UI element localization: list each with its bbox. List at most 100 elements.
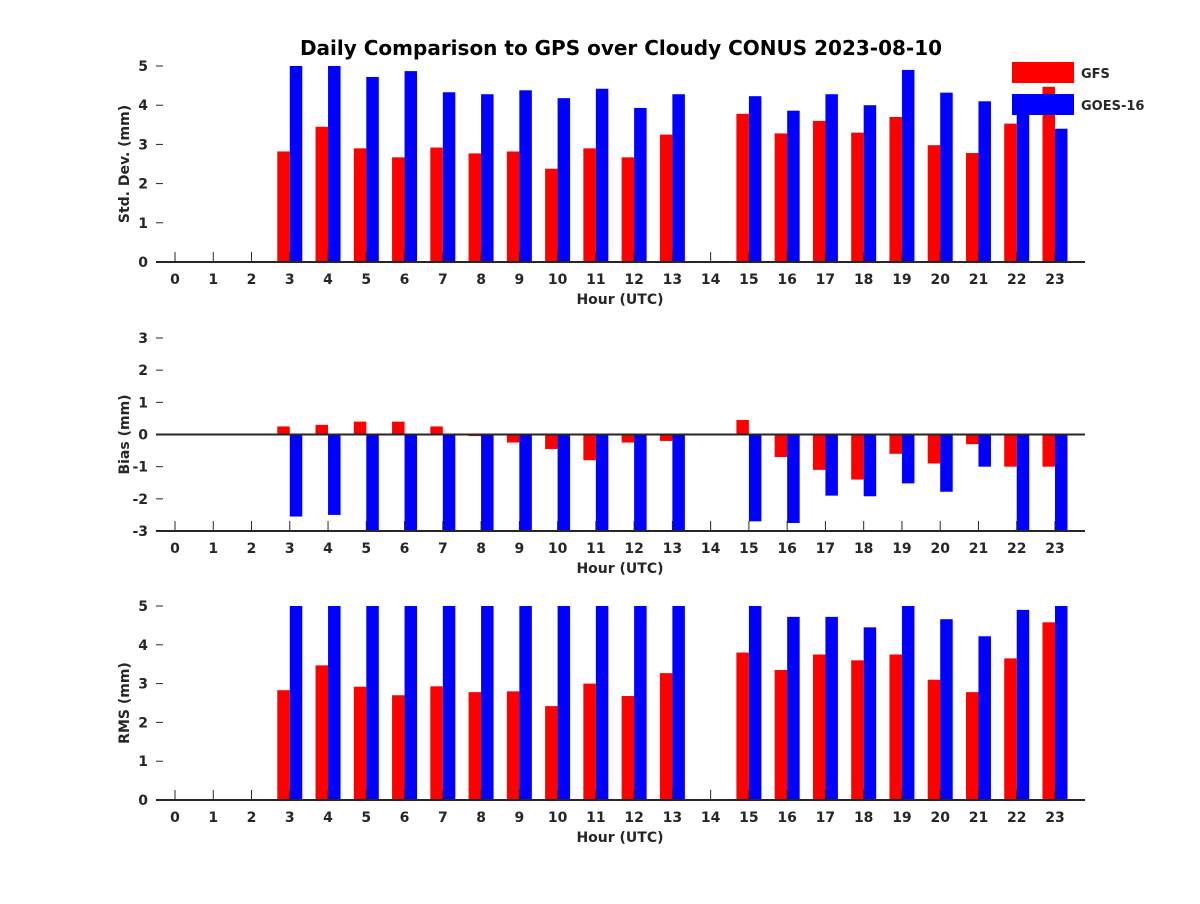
y-tick-label: -1 (132, 460, 148, 476)
bar-gfs-hour-10 (545, 168, 558, 262)
bar-goes-16-hour-12 (634, 107, 647, 262)
bar-goes-16-hour-23 (1054, 434, 1068, 531)
bar-gfs-hour-13 (659, 434, 673, 441)
bar-gfs-hour-4 (315, 126, 329, 262)
x-tick-label: 1 (208, 272, 218, 288)
bar-gfs-hour-7 (430, 147, 443, 262)
y-tick-label: 5 (138, 599, 148, 615)
bar-gfs-hour-7 (430, 426, 443, 435)
bar-gfs-hour-11 (583, 148, 596, 262)
bar-gfs-hour-6 (392, 421, 405, 435)
x-tick-label: 11 (586, 272, 605, 288)
bar-gfs-hour-22 (1004, 434, 1017, 467)
bar-goes-16-hour-6 (404, 606, 418, 800)
bar-gfs-hour-4 (315, 665, 329, 800)
y-tick-label: 3 (138, 331, 148, 347)
bar-goes-16-hour-15 (748, 606, 762, 800)
bar-goes-16-hour-16 (787, 110, 800, 262)
bar-goes-16-hour-8 (481, 94, 494, 262)
bar-gfs-hour-21 (965, 434, 979, 445)
x-tick-label: 15 (739, 541, 758, 557)
bar-goes-16-hour-5 (366, 434, 379, 531)
x-tick-label: 6 (400, 272, 410, 288)
bar-goes-16-hour-21 (978, 101, 991, 262)
x-tick-label: 16 (777, 810, 796, 826)
x-tick-label: 10 (548, 810, 568, 826)
x-tick-label: 18 (854, 810, 873, 826)
bar-gfs-hour-12 (621, 434, 635, 443)
bar-goes-16-hour-20 (940, 434, 953, 492)
x-tick-label: 20 (930, 272, 950, 288)
x-tick-label: 6 (400, 541, 410, 557)
x-tick-label: 4 (323, 541, 333, 557)
x-tick-label: 3 (285, 541, 295, 557)
bar-gfs-hour-15 (736, 652, 749, 800)
bar-gfs-hour-9 (506, 691, 520, 800)
bar-goes-16-hour-22 (1016, 609, 1030, 800)
bar-gfs-hour-5 (353, 148, 367, 262)
bar-goes-16-hour-21 (978, 434, 991, 467)
x-tick-label: 5 (361, 272, 371, 288)
bar-goes-16-hour-11 (595, 606, 609, 800)
x-tick-label: 23 (1045, 810, 1064, 826)
y-axis-label: Std. Dev. (mm) (117, 105, 133, 223)
bar-gfs-hour-5 (353, 421, 367, 435)
bar-goes-16-hour-3 (289, 606, 303, 800)
bar-gfs-hour-13 (659, 673, 673, 800)
y-tick-label: 2 (138, 715, 148, 731)
x-tick-label: 6 (400, 810, 410, 826)
x-tick-label: 0 (170, 272, 180, 288)
x-tick-label: 8 (476, 272, 486, 288)
bar-goes-16-hour-11 (595, 88, 609, 263)
bar-goes-16-hour-10 (557, 606, 571, 800)
legend: GFS GOES-16 (1012, 62, 1144, 115)
legend-swatch-goes-16 (1012, 94, 1074, 115)
x-tick-label: 16 (777, 541, 796, 557)
x-tick-label: 1 (208, 541, 218, 557)
x-tick-label: 18 (854, 541, 873, 557)
bar-goes-16-hour-3 (289, 66, 303, 262)
bar-gfs-hour-6 (392, 157, 405, 262)
y-tick-label: 3 (138, 137, 148, 153)
x-tick-label: 2 (247, 810, 257, 826)
x-tick-label: 21 (969, 272, 988, 288)
bar-gfs-hour-12 (621, 696, 635, 800)
bar-gfs-hour-8 (468, 692, 482, 800)
bar-gfs-hour-8 (468, 153, 482, 262)
x-axis-label: Hour (UTC) (576, 830, 663, 846)
bar-gfs-hour-22 (1004, 658, 1017, 800)
bar-gfs-hour-4 (315, 424, 329, 435)
bar-gfs-hour-9 (506, 434, 520, 443)
y-tick-label: 0 (138, 793, 148, 809)
bar-gfs-hour-21 (965, 153, 979, 262)
bar-gfs-hour-20 (927, 434, 941, 464)
x-tick-label: 10 (548, 272, 568, 288)
x-tick-label: 9 (514, 272, 524, 288)
bar-gfs-hour-23 (1042, 622, 1055, 800)
bar-gfs-hour-9 (506, 151, 520, 262)
y-tick-label: 0 (138, 255, 148, 271)
bar-goes-16-hour-15 (748, 434, 762, 522)
bar-gfs-hour-22 (1004, 123, 1017, 263)
bar-gfs-hour-23 (1042, 86, 1055, 262)
x-tick-label: 2 (247, 541, 257, 557)
bar-goes-16-hour-8 (481, 606, 494, 800)
x-tick-label: 19 (892, 272, 911, 288)
bar-goes-16-hour-4 (328, 606, 341, 800)
bar-gfs-hour-16 (774, 670, 788, 800)
bar-gfs-hour-20 (927, 145, 941, 262)
legend-label: GOES-16 (1081, 99, 1144, 114)
bar-goes-16-hour-13 (672, 94, 685, 262)
x-tick-label: 9 (514, 810, 524, 826)
y-axis-label: Bias (mm) (117, 394, 133, 474)
x-tick-label: 10 (548, 541, 568, 557)
x-tick-label: 22 (1007, 810, 1026, 826)
x-tick-label: 22 (1007, 272, 1026, 288)
x-tick-label: 21 (969, 810, 988, 826)
bar-goes-16-hour-3 (289, 434, 303, 517)
